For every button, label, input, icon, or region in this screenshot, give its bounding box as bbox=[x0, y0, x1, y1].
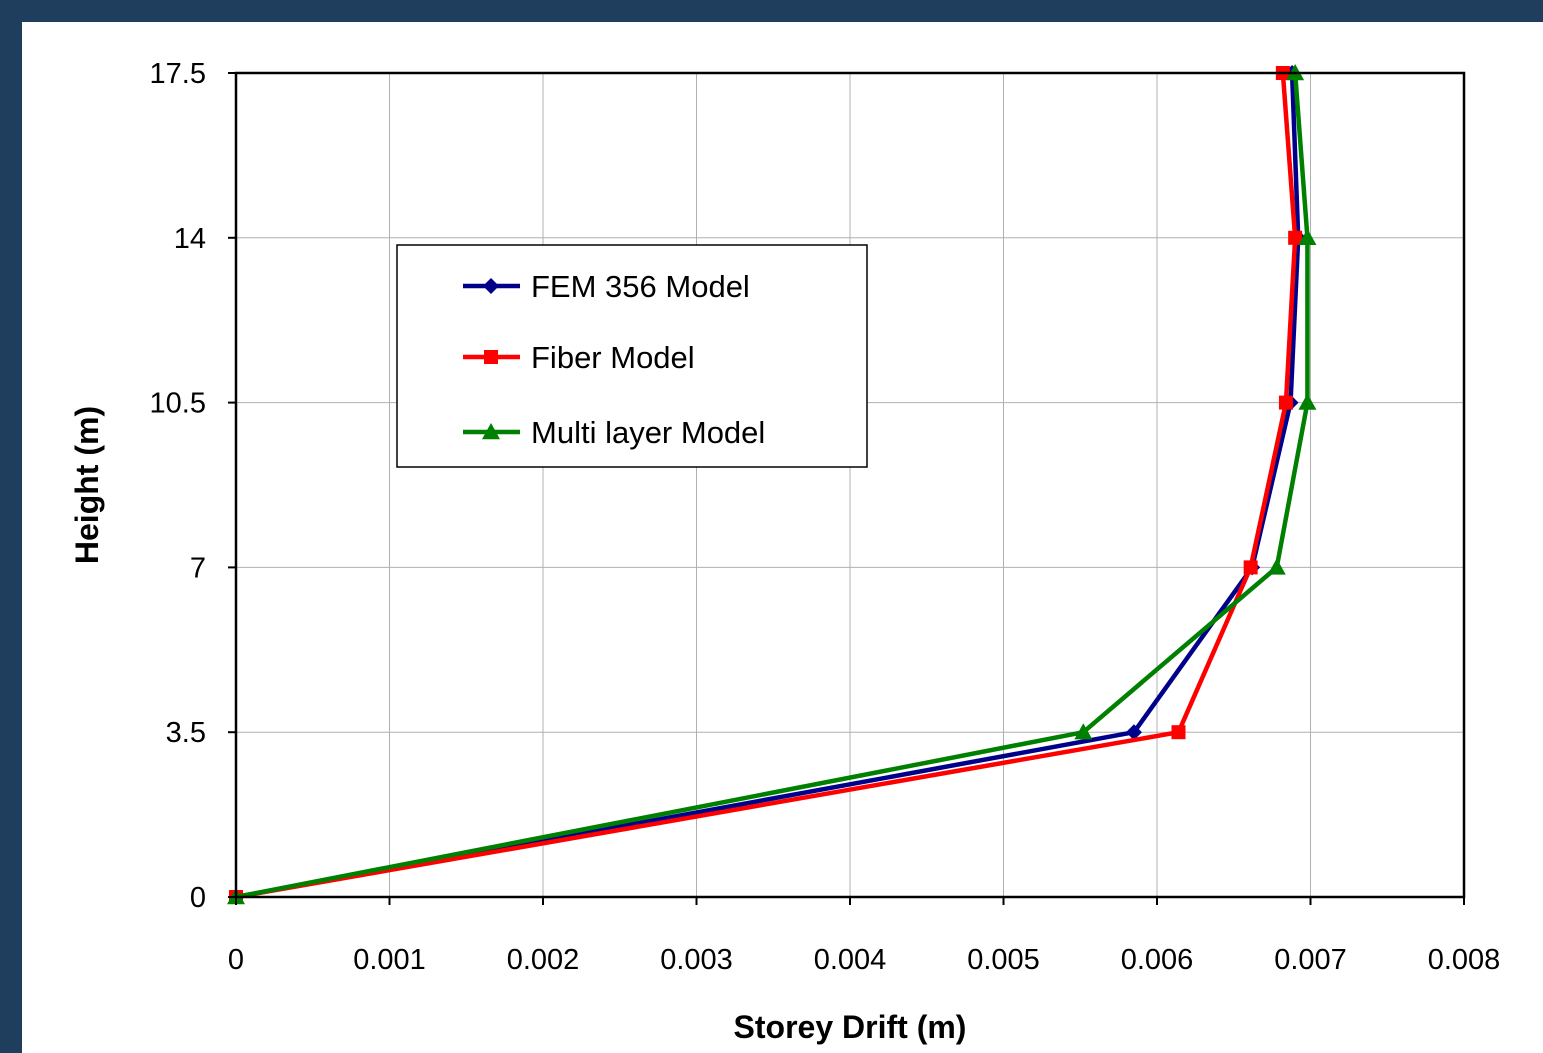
x-tick-label: 0.006 bbox=[1121, 944, 1194, 976]
series-layer bbox=[227, 64, 1317, 905]
y-tick-label: 7 bbox=[190, 552, 206, 584]
legend-label: FEM 356 Model bbox=[531, 269, 750, 304]
series-line bbox=[235, 72, 1301, 900]
data-point-square bbox=[1243, 560, 1258, 575]
x-tick-label: 0.007 bbox=[1274, 944, 1347, 976]
data-point-triangle bbox=[1298, 393, 1317, 410]
x-tick-label: 0.004 bbox=[814, 944, 887, 976]
data-point-square bbox=[1288, 230, 1303, 245]
legend-marker bbox=[483, 278, 499, 294]
data-point-square bbox=[1171, 725, 1186, 740]
legend-label: Fiber Model bbox=[531, 340, 695, 375]
series-line bbox=[235, 72, 1298, 900]
y-tick-label: 3.5 bbox=[166, 717, 206, 749]
y-axis-title: Height (m) bbox=[69, 406, 105, 564]
legend: FEM 356 Model Fiber Model Multi layer Mode… bbox=[396, 244, 868, 468]
legend-marker bbox=[482, 423, 500, 440]
x-axis-title: Storey Drift (m) bbox=[734, 1009, 967, 1045]
y-tick-label: 0 bbox=[190, 882, 206, 914]
y-tick-label: 14 bbox=[174, 223, 206, 255]
legend-marker bbox=[484, 350, 498, 364]
data-point-triangle bbox=[1298, 228, 1317, 245]
axis-ticks: 0 0.001 0.002 0.003 0.004 0.005 0.006 0.007 0.00… bbox=[150, 58, 1501, 976]
x-tick-label: 0.001 bbox=[353, 944, 426, 976]
x-tick-label: 0 bbox=[228, 944, 244, 976]
y-tick-label: 10.5 bbox=[150, 388, 206, 420]
x-tick-label: 0.008 bbox=[1428, 944, 1501, 976]
series-line bbox=[235, 72, 1310, 900]
grid bbox=[236, 73, 1464, 897]
x-tick-label: 0.005 bbox=[967, 944, 1040, 976]
data-point-triangle bbox=[1074, 723, 1093, 740]
data-point-triangle bbox=[1267, 558, 1286, 575]
legend-item: FEM 356 Model bbox=[463, 269, 750, 304]
series-multi-layer-model bbox=[227, 64, 1317, 905]
legend-item: Multi layer Model bbox=[463, 415, 765, 450]
y-tick-label: 17.5 bbox=[150, 58, 206, 90]
legend-label: Multi layer Model bbox=[531, 415, 765, 450]
data-point-square bbox=[1278, 395, 1293, 410]
x-tick-label: 0.003 bbox=[660, 944, 733, 976]
chart-frame bbox=[22, 22, 1543, 1053]
data-point-diamond bbox=[1125, 724, 1142, 741]
legend-item: Fiber Model bbox=[463, 340, 695, 375]
x-tick-label: 0.002 bbox=[507, 944, 580, 976]
